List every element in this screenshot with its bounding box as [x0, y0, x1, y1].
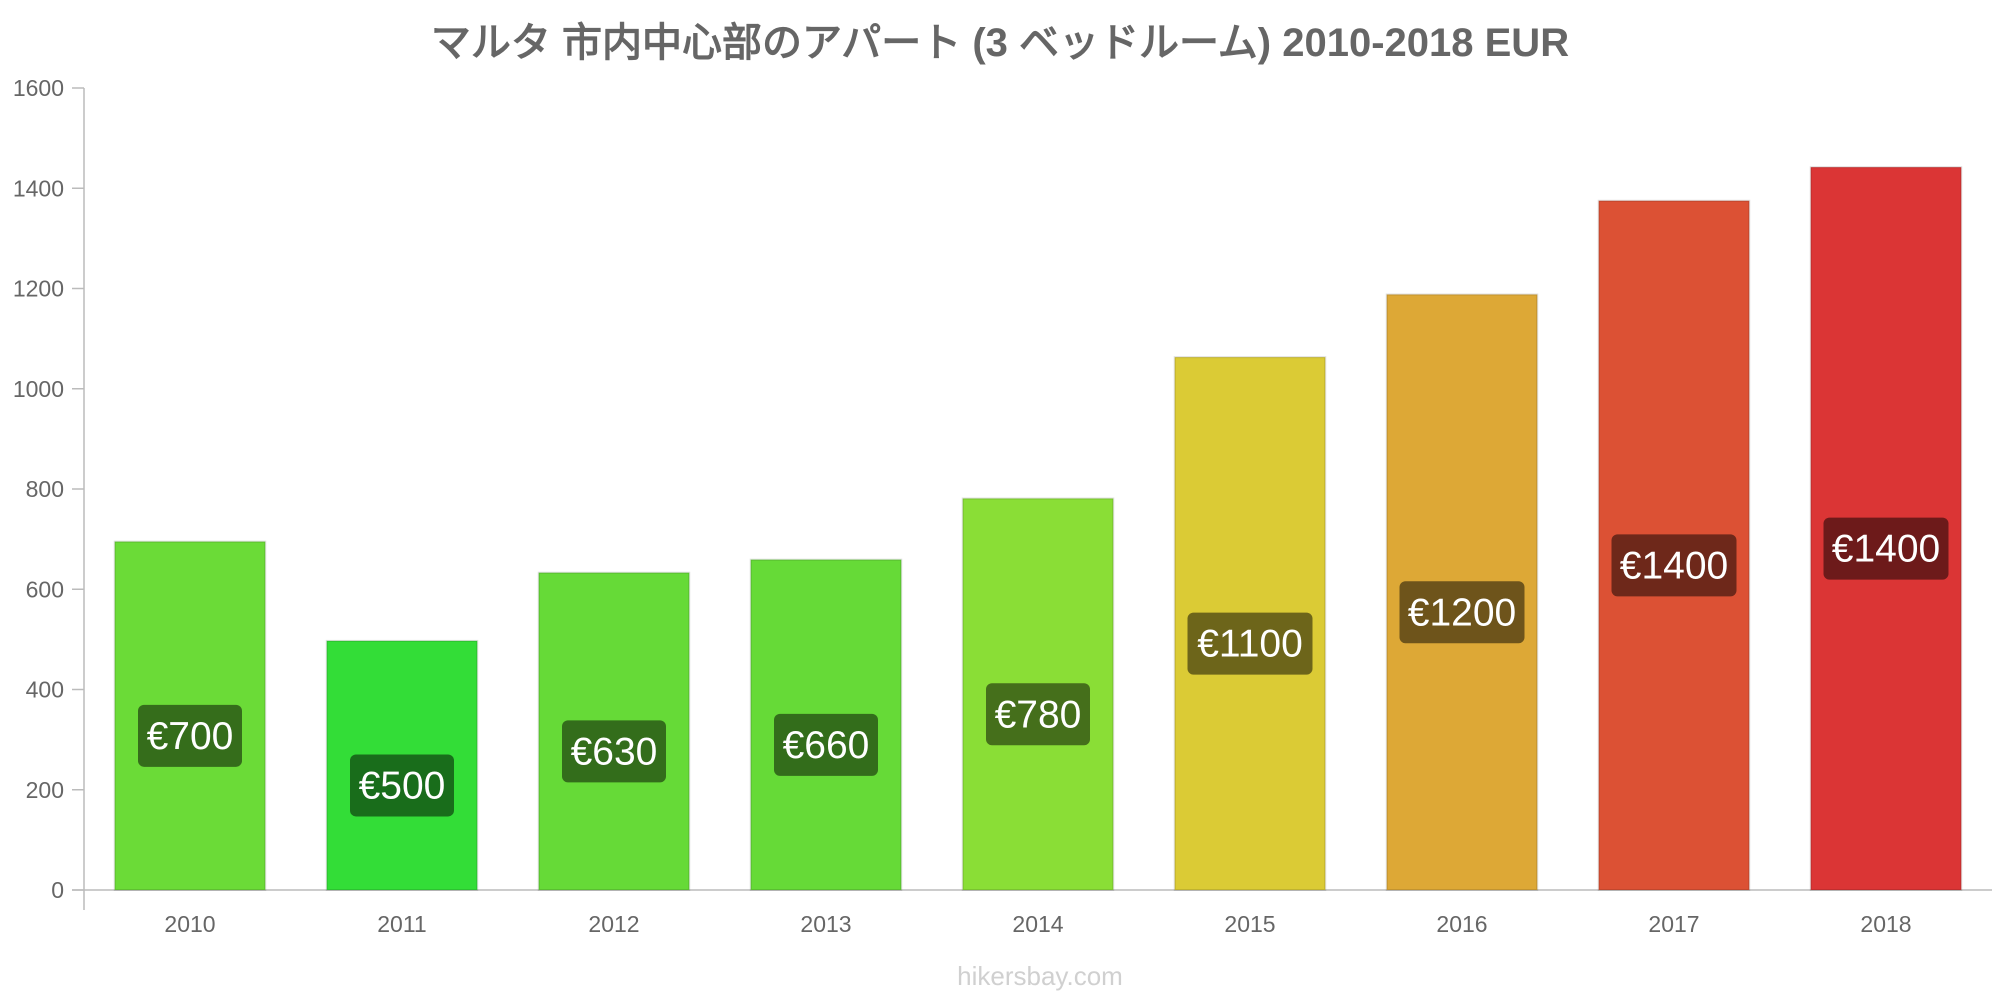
x-tick-label: 2018	[1860, 911, 1911, 937]
data-label-2010: €700	[147, 715, 234, 758]
x-axis: 2010 2011 2012 2013 2014 2015 2016 2017 2018	[72, 889, 1992, 937]
x-tick-label: 2010	[164, 911, 215, 937]
y-tick-label: 600	[26, 576, 64, 602]
data-label-badge	[774, 713, 878, 776]
data-label-badge	[562, 720, 666, 783]
data-label-2014: €780	[995, 693, 1082, 736]
y-tick-label: 400	[26, 677, 64, 703]
x-tick-label: 2013	[800, 911, 851, 937]
x-tick-label: 2016	[1436, 911, 1487, 937]
y-tick-label: 0	[51, 877, 64, 903]
data-label-badge	[1399, 581, 1525, 644]
y-tick-label: 1400	[13, 175, 64, 201]
data-label-2018: €1400	[1832, 528, 1940, 571]
data-label-2017: €1400	[1620, 544, 1728, 587]
data-label-2012: €630	[571, 730, 658, 773]
x-tick-label: 2011	[377, 911, 426, 937]
data-label-badge	[138, 704, 242, 767]
y-tick-label: 1000	[13, 376, 64, 402]
x-tick-label: 2017	[1648, 911, 1699, 937]
y-tick-label: 800	[26, 476, 64, 502]
data-label-badge	[350, 754, 454, 817]
chart-title: マルタ 市内中心部のアパート (3 ベッドルーム) 2010-2018 EUR	[431, 21, 1569, 65]
data-label-badge	[1187, 612, 1313, 675]
x-tick-label: 2015	[1224, 911, 1275, 937]
data-labels-group: €700 €500 €630 €660 €780 €1100 €1200 €1400 €1400	[138, 517, 1949, 817]
data-label-badge	[1611, 534, 1737, 597]
data-label-badge	[1823, 517, 1949, 580]
x-tick-label: 2014	[1012, 911, 1063, 937]
data-label-badge	[986, 683, 1090, 746]
y-tick-label: 1200	[13, 276, 64, 302]
y-tick-label: 1600	[13, 75, 64, 101]
y-axis: 0 200 400 600 800 1000 1200 1400 1600	[13, 75, 85, 910]
data-label-2011: €500	[359, 764, 446, 807]
data-label-2015: €1100	[1197, 623, 1303, 666]
x-tick-label: 2012	[588, 911, 639, 937]
watermark: hikersbay.com	[957, 961, 1123, 991]
data-label-2013: €660	[783, 724, 870, 767]
y-tick-label: 200	[26, 777, 64, 803]
data-label-2016: €1200	[1408, 591, 1516, 634]
